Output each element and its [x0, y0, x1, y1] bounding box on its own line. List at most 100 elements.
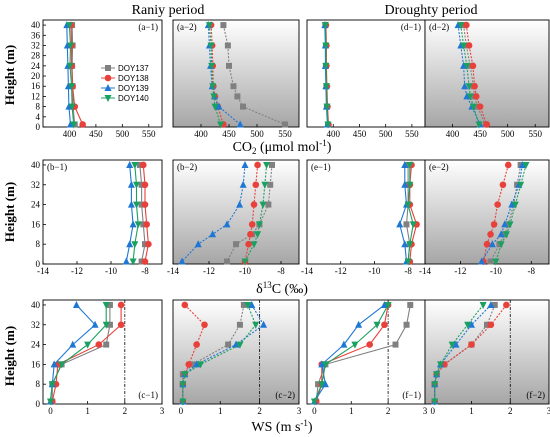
panel-e-1: -14 -12 -10 -8 (e−1) — [301, 159, 426, 276]
data-point-doy139 — [91, 320, 99, 328]
legend-entry: DOY140 — [118, 94, 149, 103]
data-point-doy140 — [406, 241, 414, 249]
data-point-doy139 — [260, 320, 268, 328]
data-point-doy139 — [215, 102, 223, 110]
data-point-doy139 — [501, 220, 509, 228]
data-point-doy138 — [141, 201, 149, 208]
panel-shading — [425, 160, 549, 264]
x-tick-label: 2 — [386, 406, 391, 416]
y-tick-label: 24 — [31, 340, 41, 350]
legend-entry: DOY139 — [118, 84, 149, 93]
data-point-doy137 — [282, 121, 288, 128]
y-tick-label: 0 — [36, 259, 41, 269]
y-tick-label: 40 — [31, 300, 41, 310]
data-point-doy140 — [322, 62, 330, 70]
data-point-doy140 — [210, 93, 218, 101]
data-point-doy137 — [106, 301, 113, 308]
data-point-doy137 — [240, 103, 246, 110]
data-point-doy138 — [499, 181, 507, 189]
x-tick-label: -10 — [490, 266, 502, 276]
data-point-doy140 — [406, 161, 414, 169]
data-point-doy139 — [126, 240, 134, 248]
data-point-doy140 — [131, 161, 139, 169]
y-tick-label: 32 — [31, 320, 40, 330]
panel-label: (b−2) — [177, 162, 197, 172]
data-point-doy138 — [494, 201, 501, 208]
xlabel-co2: CO2 (μmol mol-1) — [233, 138, 332, 156]
data-point-doy140 — [131, 241, 139, 249]
data-point-doy138 — [487, 321, 495, 329]
y-tick-label: 16 — [31, 81, 41, 91]
data-point-doy139 — [518, 160, 526, 168]
data-point-doy140 — [475, 121, 483, 129]
data-point-doy137 — [240, 301, 247, 308]
data-point-doy139 — [72, 300, 80, 308]
y-tick-label: 24 — [31, 61, 41, 71]
data-point-doy139 — [64, 82, 72, 90]
data-point-doy139 — [461, 82, 469, 90]
data-point-doy137 — [220, 22, 227, 29]
data-point-doy138 — [366, 341, 373, 348]
panel-d-1: 400 450 500 550 (d−1) — [306, 19, 426, 139]
x-tick-label: 3 — [547, 406, 550, 416]
data-point-doy139 — [463, 92, 471, 100]
panel-c-2: 0 1 2 3(c−2) — [172, 299, 302, 416]
data-point-doy138 — [483, 240, 491, 248]
data-point-doy138 — [463, 21, 470, 29]
data-point-doy139 — [478, 257, 486, 265]
y-tick-label: 28 — [31, 51, 41, 61]
x-tick-label: 450 — [222, 129, 236, 139]
data-point-doy139 — [248, 300, 256, 308]
x-tick-label: 400 — [326, 129, 340, 139]
data-point-doy139 — [209, 230, 217, 238]
panel-shading — [173, 20, 299, 127]
ylabel-row2: Height (m) — [2, 182, 17, 242]
y-tick-label: 16 — [31, 219, 41, 229]
legend-entry: DOY138 — [118, 74, 149, 83]
data-point-doy139 — [127, 200, 135, 208]
data-point-doy137 — [224, 258, 230, 265]
data-point-doy140 — [517, 181, 525, 189]
data-point-doy140 — [48, 381, 56, 389]
data-point-doy140 — [209, 83, 217, 91]
data-point-doy138 — [254, 161, 261, 169]
data-point-doy139 — [122, 257, 130, 265]
panel-shading — [425, 20, 549, 127]
data-point-doy140 — [254, 231, 262, 239]
data-point-doy139 — [126, 160, 134, 168]
data-point-doy140 — [241, 258, 249, 266]
panel-shading — [173, 300, 299, 404]
y-tick-label: 40 — [31, 20, 41, 30]
panel-frame — [42, 159, 163, 265]
ylabel-row1: Height (m) — [2, 45, 17, 105]
data-point-doy138 — [252, 181, 260, 189]
data-point-doy137 — [106, 321, 113, 328]
data-point-doy138 — [79, 121, 86, 128]
panel-frame — [172, 19, 300, 128]
panel-b-2: -14 -12 -10 -8 (b−2) — [167, 159, 300, 276]
data-point-doy140 — [133, 181, 140, 189]
data-point-doy138 — [201, 321, 208, 329]
panel-label: (d−2) — [429, 22, 449, 32]
data-point-doy140 — [437, 361, 444, 369]
x-tick-label: 450 — [89, 129, 103, 139]
data-point-doy140 — [197, 361, 205, 369]
legend-entry: DOY137 — [118, 64, 149, 73]
data-point-doy140 — [457, 22, 465, 30]
panel-background — [307, 300, 425, 404]
x-tick-label: -12 — [203, 266, 215, 276]
data-point-doy138 — [117, 301, 125, 309]
panel-shading — [425, 300, 549, 404]
data-point-doy138 — [141, 181, 149, 189]
data-point-doy139 — [460, 61, 468, 69]
x-tick-label: 500 — [250, 129, 264, 139]
y-tick-label: 32 — [31, 180, 40, 190]
data-point-doy138 — [117, 321, 125, 329]
data-point-doy140 — [479, 301, 487, 309]
data-point-doy140 — [464, 321, 472, 329]
data-point-doy140 — [68, 103, 76, 111]
data-point-doy138 — [95, 341, 103, 348]
data-point-doy140 — [384, 301, 392, 309]
data-point-doy140 — [351, 341, 359, 349]
data-point-doy140 — [236, 341, 244, 349]
